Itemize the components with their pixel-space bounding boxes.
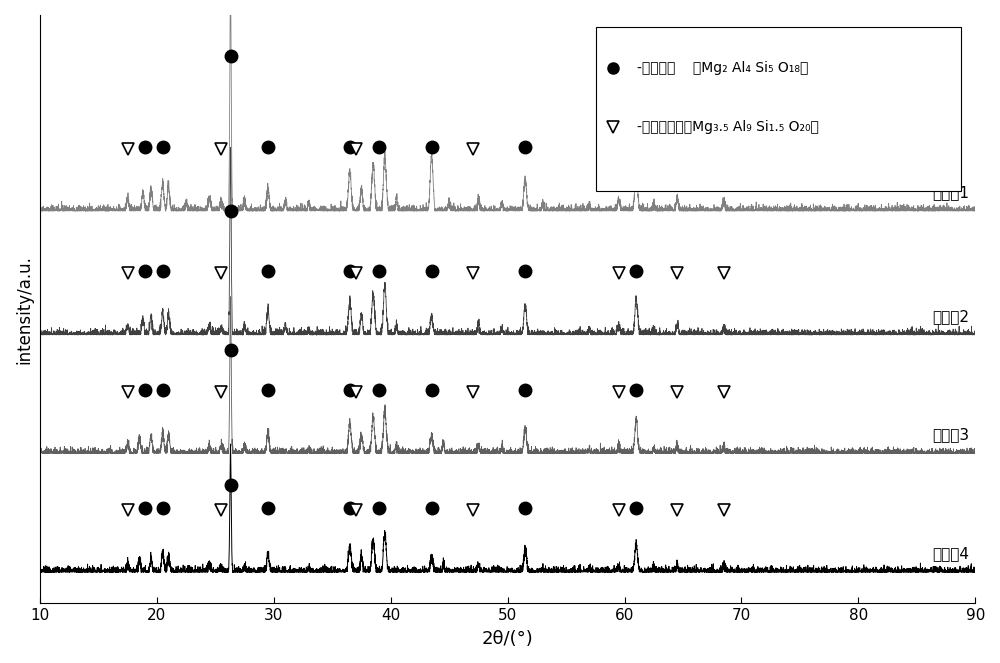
Bar — [596, 27, 961, 192]
Text: 实施例4: 实施例4 — [932, 546, 969, 561]
Text: -堇青石类    （Mg₂ Al₄ Si₅ O₁₈）: -堇青石类 （Mg₂ Al₄ Si₅ O₁₈） — [637, 61, 808, 75]
Y-axis label: intensity/a.u.: intensity/a.u. — [15, 255, 33, 363]
Text: 实施例1: 实施例1 — [932, 185, 969, 200]
Text: 实施例2: 实施例2 — [932, 309, 969, 324]
Text: 实施例3: 实施例3 — [932, 428, 969, 442]
Text: -假蓝宝石类（Mg₃.₅ Al₉ Si₁.₅ O₂₀）: -假蓝宝石类（Mg₃.₅ Al₉ Si₁.₅ O₂₀） — [637, 120, 819, 134]
X-axis label: 2θ/(°): 2θ/(°) — [482, 630, 534, 648]
